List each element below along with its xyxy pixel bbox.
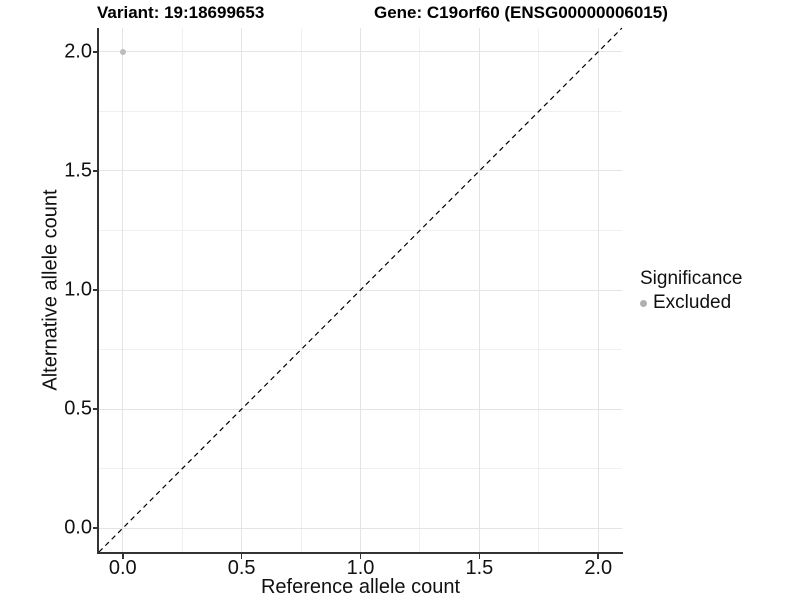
y-tick-label: 1.5 <box>64 159 92 182</box>
variant-title: Variant: 19:18699653 <box>97 3 265 22</box>
x-tick-mark <box>122 554 124 559</box>
x-tick-label: 1.0 <box>346 557 375 579</box>
x-tick-mark <box>240 554 243 559</box>
y-axis-line <box>97 28 99 554</box>
x-tick-mark <box>597 554 599 559</box>
y-tick-label: 0.0 <box>64 516 92 539</box>
gridline-major-horizontal <box>99 408 622 410</box>
legend-title: Significance <box>640 268 743 289</box>
y-tick-mark <box>93 408 98 410</box>
y-tick-label: 2.0 <box>64 40 92 63</box>
x-tick-label: 1.5 <box>465 557 494 579</box>
legend: Significance Excluded <box>640 268 742 314</box>
y-tick-mark <box>93 527 98 529</box>
gene-title: Gene: C19orf60 (ENSG00000006015) <box>374 3 668 22</box>
gridline-major-horizontal <box>99 170 622 172</box>
y-tick-mark <box>93 51 98 53</box>
gridline-major-horizontal <box>99 51 622 53</box>
x-tick-label: 0.5 <box>227 557 256 579</box>
x-tick-label: 2.0 <box>584 557 613 579</box>
x-axis-title: Reference allele count <box>260 576 460 598</box>
legend-entry-label: Excluded <box>653 292 732 313</box>
identity-line-layer <box>98 27 623 553</box>
x-tick-mark <box>478 554 481 559</box>
y-tick-mark <box>93 170 98 172</box>
y-axis-title: Alternative allele count <box>39 189 62 391</box>
y-tick-label: 0.5 <box>64 397 92 420</box>
y-tick-mark <box>93 289 98 291</box>
identity-dashed-line <box>98 27 623 553</box>
x-axis-line <box>97 552 623 554</box>
y-tick-label: 1.0 <box>64 278 92 301</box>
x-tick-label: 0.0 <box>108 557 137 579</box>
plot-panel <box>98 27 623 553</box>
data-point <box>119 48 126 55</box>
excluded-swatch-icon <box>640 299 647 307</box>
x-tick-mark <box>359 554 362 559</box>
gridline-major-horizontal <box>99 527 622 529</box>
legend-entry-excluded: Excluded <box>640 292 742 314</box>
